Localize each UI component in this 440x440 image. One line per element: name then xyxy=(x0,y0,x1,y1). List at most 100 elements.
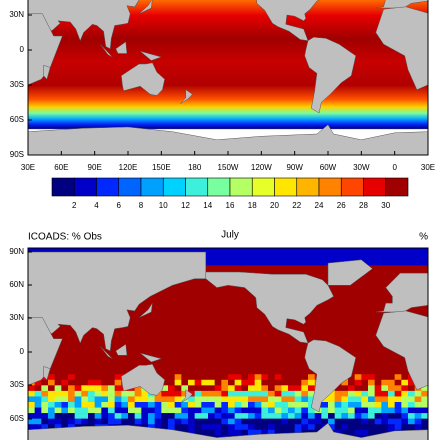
coverage-cell xyxy=(328,424,335,431)
coverage-cell xyxy=(88,418,95,425)
coverage-cell xyxy=(228,407,235,414)
coverage-cell xyxy=(168,402,175,408)
coverage-cell xyxy=(401,413,409,419)
coverage-cell xyxy=(381,396,389,403)
bottom-units: % xyxy=(419,232,428,243)
coverage-cell xyxy=(54,374,62,381)
coverage-cell xyxy=(141,407,149,414)
coverage-cell xyxy=(154,396,162,403)
coverage-cell xyxy=(394,390,402,397)
coverage-cell xyxy=(394,407,402,414)
coverage-cell xyxy=(34,413,42,419)
coverage-cell xyxy=(48,374,55,381)
coverage-cell xyxy=(274,390,282,397)
coverage-cell xyxy=(268,402,275,408)
bottom-title: ICOADS: % Obs xyxy=(28,232,102,243)
coverage-cell xyxy=(241,396,249,403)
land-borneo xyxy=(115,343,128,356)
coverage-cell xyxy=(334,418,342,425)
coverage-cell xyxy=(268,413,275,419)
coverage-cell xyxy=(401,379,409,386)
coverage-cell xyxy=(214,379,222,386)
coverage-cell xyxy=(254,413,262,419)
coverage-cell xyxy=(221,424,229,431)
coverage-cell xyxy=(134,407,142,414)
land-antarctica xyxy=(28,429,29,440)
coverage-cell xyxy=(48,390,55,397)
coverage-cell xyxy=(81,413,89,419)
coverage-cell xyxy=(68,402,75,408)
coverage-cell xyxy=(301,374,309,381)
coverage-cell xyxy=(241,379,249,386)
colorbar-label: 12 xyxy=(181,201,190,210)
coverage-cell xyxy=(421,390,428,397)
coverage-cell xyxy=(161,407,169,414)
coverage-cell xyxy=(128,390,135,397)
coverage-cell xyxy=(161,374,169,381)
colorbar-box xyxy=(96,177,120,197)
coverage-cell xyxy=(168,390,175,397)
lon-label: 60W xyxy=(320,163,337,172)
coverage-cell xyxy=(348,374,355,381)
coverage-cell xyxy=(208,390,215,397)
coverage-cell xyxy=(234,396,242,403)
coverage-cell xyxy=(274,379,282,386)
coverage-cell xyxy=(201,418,209,425)
coverage-cell xyxy=(308,374,315,381)
coverage-cell xyxy=(248,424,255,431)
coverage-cell xyxy=(254,396,262,403)
coverage-cell xyxy=(41,390,49,397)
coverage-cell xyxy=(321,418,329,425)
land-europe xyxy=(375,0,428,9)
colorbar-label: 20 xyxy=(270,201,279,210)
coverage-cell xyxy=(34,424,42,431)
lat-label: 30S xyxy=(10,380,24,389)
bottom-map xyxy=(28,248,428,440)
coverage-cell xyxy=(214,429,222,436)
coverage-cell xyxy=(54,418,62,425)
coverage-cell xyxy=(374,374,382,381)
coverage-cell xyxy=(414,413,422,419)
colorbar-label: 2 xyxy=(72,201,77,210)
coverage-cell xyxy=(261,379,269,386)
colorbar-label: 28 xyxy=(359,201,368,210)
coverage-cell xyxy=(54,385,62,392)
coverage-cell xyxy=(294,379,302,386)
land-namerica xyxy=(205,271,334,344)
coverage-cell xyxy=(94,390,102,397)
coverage-cell xyxy=(408,407,415,414)
coverage-cell xyxy=(274,385,282,392)
coverage-cell xyxy=(368,424,375,431)
coverage-cell xyxy=(281,413,289,419)
coverage-cell xyxy=(354,402,362,408)
coverage-cell xyxy=(348,396,355,403)
coverage-cell xyxy=(74,390,82,397)
coverage-cell xyxy=(368,418,375,425)
coverage-cell xyxy=(74,418,82,425)
coverage-cell xyxy=(274,396,282,403)
coverage-cell xyxy=(108,418,115,425)
colorbar-box xyxy=(363,177,387,197)
coverage-cell xyxy=(288,413,295,419)
coverage-cell xyxy=(374,390,382,397)
coverage-cell xyxy=(354,396,362,403)
coverage-cell xyxy=(74,379,82,386)
coverage-cell xyxy=(414,390,422,397)
coverage-cell xyxy=(61,402,69,408)
coverage-cell xyxy=(228,429,235,436)
coverage-cell xyxy=(54,390,62,397)
colorbar-box xyxy=(251,177,275,197)
colorbar-box xyxy=(296,177,320,197)
coverage-cell xyxy=(194,396,202,403)
colorbar-box xyxy=(118,177,142,197)
coverage-cell xyxy=(361,418,369,425)
coverage-cell xyxy=(328,390,335,397)
coverage-cell xyxy=(381,402,389,408)
coverage-cell xyxy=(174,402,182,408)
coverage-cell xyxy=(234,413,242,419)
coverage-cell xyxy=(214,374,222,381)
coverage-cell xyxy=(401,385,409,392)
coverage-cell xyxy=(154,402,162,408)
land-europe xyxy=(375,272,428,313)
coverage-cell xyxy=(334,402,342,408)
